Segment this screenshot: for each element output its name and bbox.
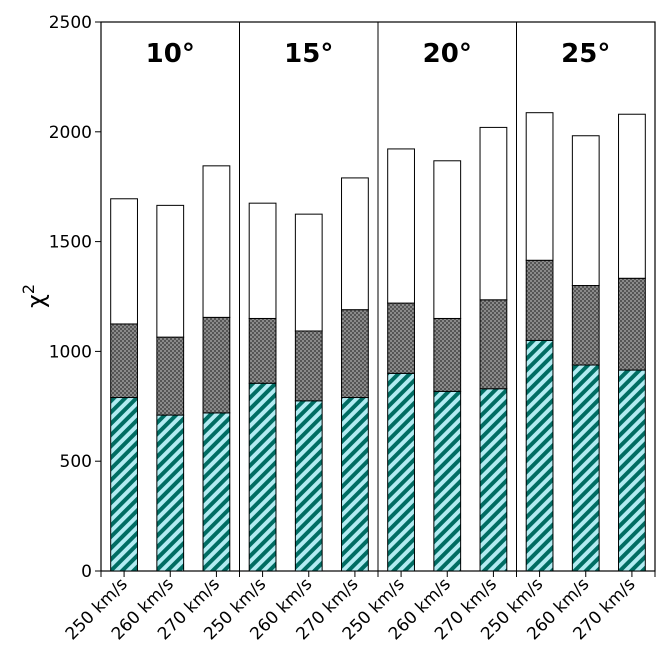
bar-segment-middle [479, 299, 508, 390]
panel-label: 20° [423, 39, 472, 69]
bar-segment-middle [525, 259, 554, 341]
bar-segment-middle [294, 330, 323, 402]
bar-segment-middle [110, 323, 138, 399]
bar-segment-lower [294, 400, 323, 572]
bar-segment-upper [618, 113, 646, 279]
panel-layer: 10° 15° 20° 25° [100, 21, 656, 572]
panel-label: 25° [561, 39, 610, 69]
bar-segment-lower [202, 412, 231, 572]
y-tick-label: 2500 [49, 13, 92, 33]
panel-label: 15° [284, 39, 333, 69]
bar-segment-lower [156, 414, 185, 572]
bar-segment-middle [571, 285, 600, 366]
bar-segment-upper [110, 198, 138, 325]
bar-segment-upper [341, 177, 369, 311]
bar-segment-middle [341, 309, 369, 399]
bar-segment-middle [202, 316, 231, 414]
bar-segment-upper [202, 165, 231, 318]
bar-segment-upper [387, 148, 415, 304]
bar-segment-middle [433, 317, 462, 392]
bar-segment-lower [525, 339, 554, 572]
panel-label: 10° [146, 39, 195, 69]
bar-segment-lower [110, 397, 138, 572]
bar-segment-upper [294, 213, 323, 332]
y-tick-label: 2000 [49, 123, 92, 143]
bar-segment-lower [433, 390, 462, 572]
bar-segment-middle [156, 336, 185, 416]
y-tick-label: 500 [60, 452, 92, 472]
y-tick-label: 1500 [49, 233, 92, 253]
y-tick-label: 0 [81, 562, 92, 582]
bar-segment-upper [433, 160, 462, 319]
bar-segment-lower [341, 397, 369, 572]
bar-layer [110, 112, 646, 572]
bar-segment-upper [156, 204, 185, 338]
bar-segment-lower [387, 372, 415, 572]
bar-segment-lower [479, 388, 508, 572]
bar-segment-upper [479, 126, 508, 301]
bar-segment-lower [618, 369, 646, 572]
bar-segment-upper [248, 202, 277, 319]
bar-segment-middle [248, 317, 277, 384]
y-axis: 0 500 1000 1500 2000 2500 [49, 13, 101, 582]
bar-segment-lower [248, 382, 277, 572]
bar-segment-upper [525, 112, 554, 261]
bar-segment-lower [571, 364, 600, 572]
y-tick-label: 1000 [49, 342, 92, 362]
bar-segment-middle [618, 277, 646, 371]
y-axis-title: χ2 [19, 284, 50, 308]
bar-segment-middle [387, 302, 415, 374]
bar-segment-upper [571, 135, 600, 287]
